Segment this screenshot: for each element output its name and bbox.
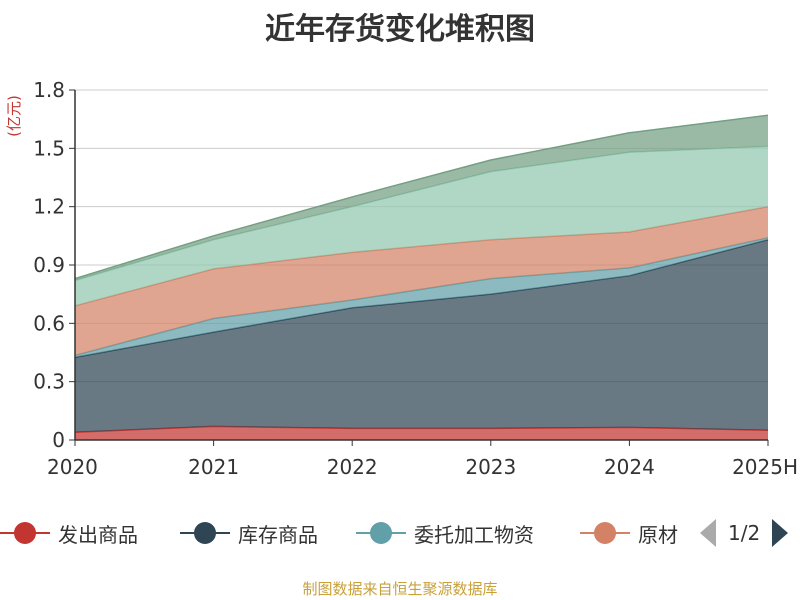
chart-title: 近年存货变化堆积图	[265, 12, 535, 47]
legend-pager: 1/2	[700, 518, 789, 548]
area-series-0	[75, 426, 768, 440]
legend-swatch	[580, 518, 630, 548]
area-series-4	[75, 146, 768, 306]
legend-swatch	[0, 518, 50, 548]
legend-items: 发出商品 库存商品 委托加工物资 原材	[0, 512, 684, 556]
y-tick-label: 1.5	[33, 136, 65, 160]
area-series-1	[75, 239, 768, 433]
x-tick-label: 2022	[327, 455, 378, 479]
area-series	[74, 114, 769, 440]
legend-swatch	[180, 518, 230, 548]
legend-prev-page-icon[interactable]	[700, 519, 716, 547]
y-tick-label: 1.8	[33, 78, 65, 102]
legend-item[interactable]: 原材	[580, 518, 678, 548]
legend-item[interactable]: 委托加工物资	[356, 518, 534, 548]
area-series-2	[75, 237, 768, 358]
x-tick-label: 2024	[604, 455, 655, 479]
x-tick-label: 2025H	[732, 455, 798, 479]
legend-swatch	[356, 518, 406, 548]
legend: 发出商品 库存商品 委托加工物资 原材 1/2	[0, 512, 800, 556]
legend-page-indicator: 1/2	[728, 521, 761, 545]
area-series-line-5	[74, 114, 769, 280]
y-tick-label: 0.9	[33, 253, 65, 277]
area-series-3	[75, 206, 768, 356]
y-tick-label: 1.2	[33, 195, 65, 219]
source-note: 制图数据来自恒生聚源数据库	[302, 580, 498, 598]
x-tick-label: 2021	[188, 455, 239, 479]
legend-label: 库存商品	[238, 522, 318, 547]
y-tick-label: 0	[52, 428, 65, 452]
area-series-5	[75, 115, 768, 281]
x-tick-label: 2023	[465, 455, 516, 479]
y-axis-unit-label: (亿元)	[5, 95, 23, 137]
legend-item[interactable]: 发出商品	[0, 518, 138, 548]
legend-label: 委托加工物资	[414, 522, 534, 547]
axes: 0 0.3 0.6 0.9 1.2 1.5 1.8 2020 2021 2022 2023 2024 2…	[33, 78, 798, 479]
stacked-area-chart: 0 0.3 0.6 0.9 1.2 1.5 1.8 2020 2021 2022 2023 2024 2…	[5, 78, 798, 479]
y-tick-label: 0.3	[33, 370, 65, 394]
legend-label: 发出商品	[58, 522, 138, 547]
legend-next-page-icon[interactable]	[772, 519, 789, 547]
legend-item[interactable]: 库存商品	[180, 518, 318, 548]
legend-label: 原材	[638, 522, 678, 547]
x-tick-label: 2020	[47, 455, 98, 479]
y-tick-label: 0.6	[33, 311, 65, 335]
